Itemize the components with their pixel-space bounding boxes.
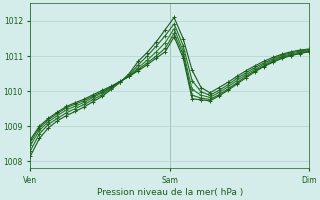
X-axis label: Pression niveau de la mer( hPa ): Pression niveau de la mer( hPa ) bbox=[97, 188, 243, 197]
